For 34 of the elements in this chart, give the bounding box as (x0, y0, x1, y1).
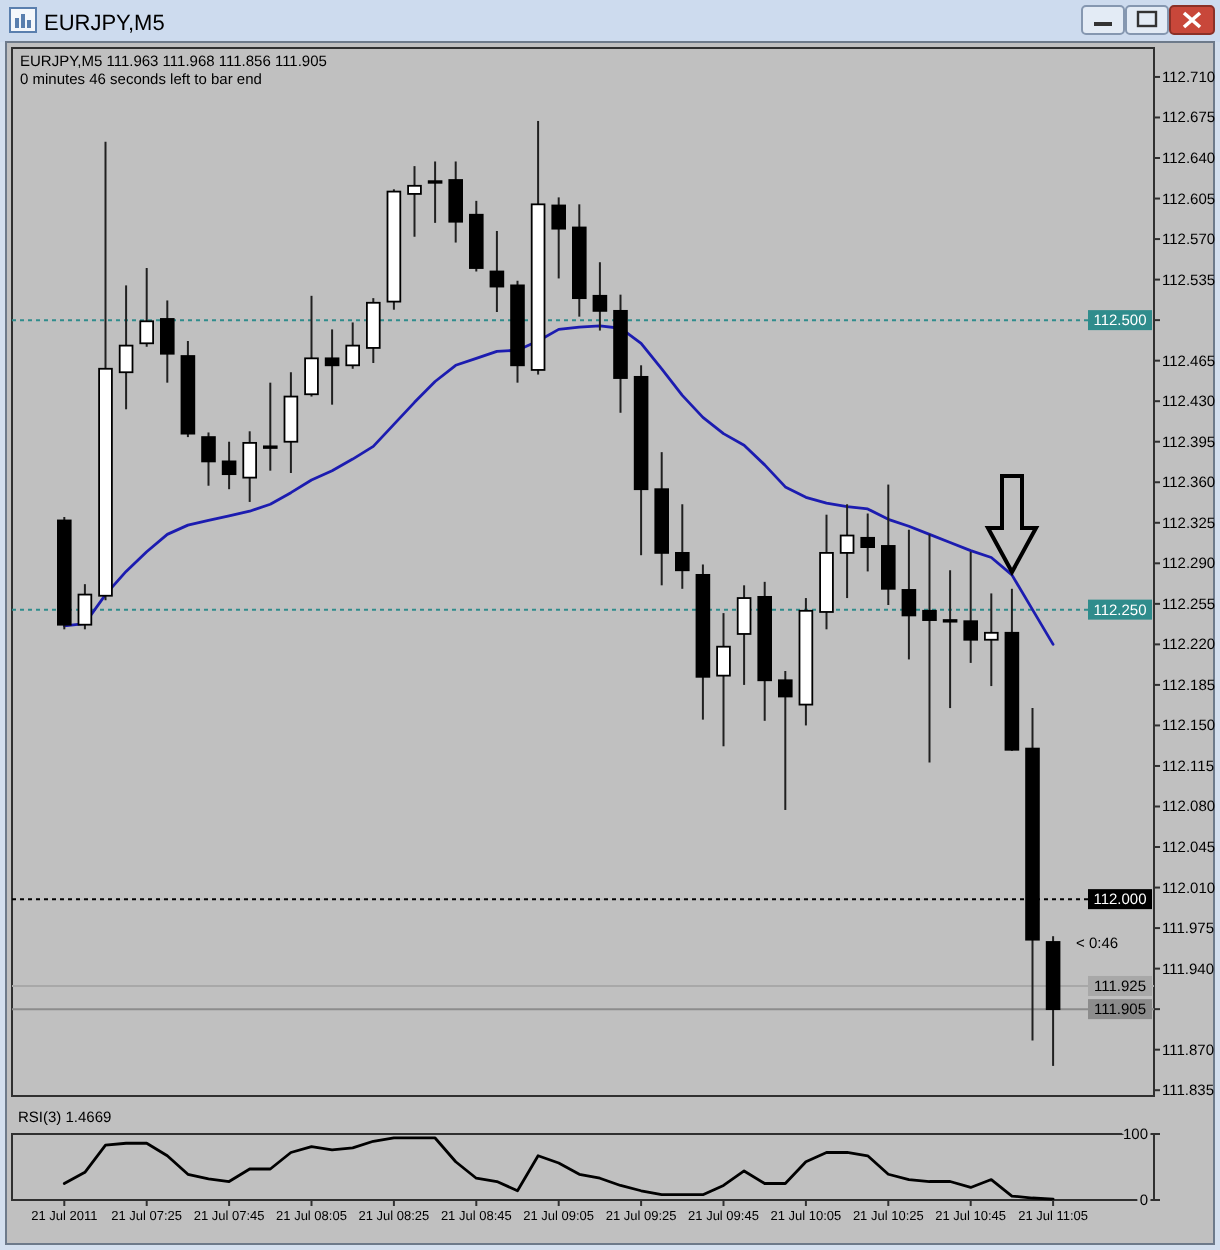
candlestick (427, 160, 443, 224)
candlestick (139, 267, 154, 348)
candlestick (448, 160, 463, 244)
candlestick (716, 612, 731, 748)
candlestick (551, 196, 566, 280)
candlestick (942, 569, 958, 710)
line-series (62, 1136, 1055, 1201)
candlestick (304, 294, 319, 398)
candlestick (324, 328, 340, 406)
candlestick (881, 483, 896, 606)
candlestick (407, 165, 422, 238)
candlestick (221, 440, 237, 491)
chart-title: EURJPY,M5 (44, 12, 165, 36)
candlestick (345, 321, 360, 370)
candlestick (489, 229, 505, 314)
candlestick (984, 592, 999, 688)
candlestick (283, 371, 299, 474)
candlestick (860, 512, 875, 573)
candlestick (366, 297, 381, 364)
candlestick (118, 284, 134, 411)
candlestick (778, 670, 793, 811)
candlestick (675, 503, 690, 590)
candlestick (242, 430, 257, 503)
candlestick (922, 533, 937, 764)
candlestick (736, 584, 752, 686)
candlestick (592, 261, 608, 332)
candlestick (201, 431, 216, 487)
candlestick (839, 503, 855, 600)
candlestick (263, 381, 278, 472)
candlestick (963, 550, 978, 664)
candlestick (77, 583, 93, 631)
candlestick (160, 299, 175, 384)
candlestick (901, 528, 917, 661)
line-series (62, 324, 1055, 646)
